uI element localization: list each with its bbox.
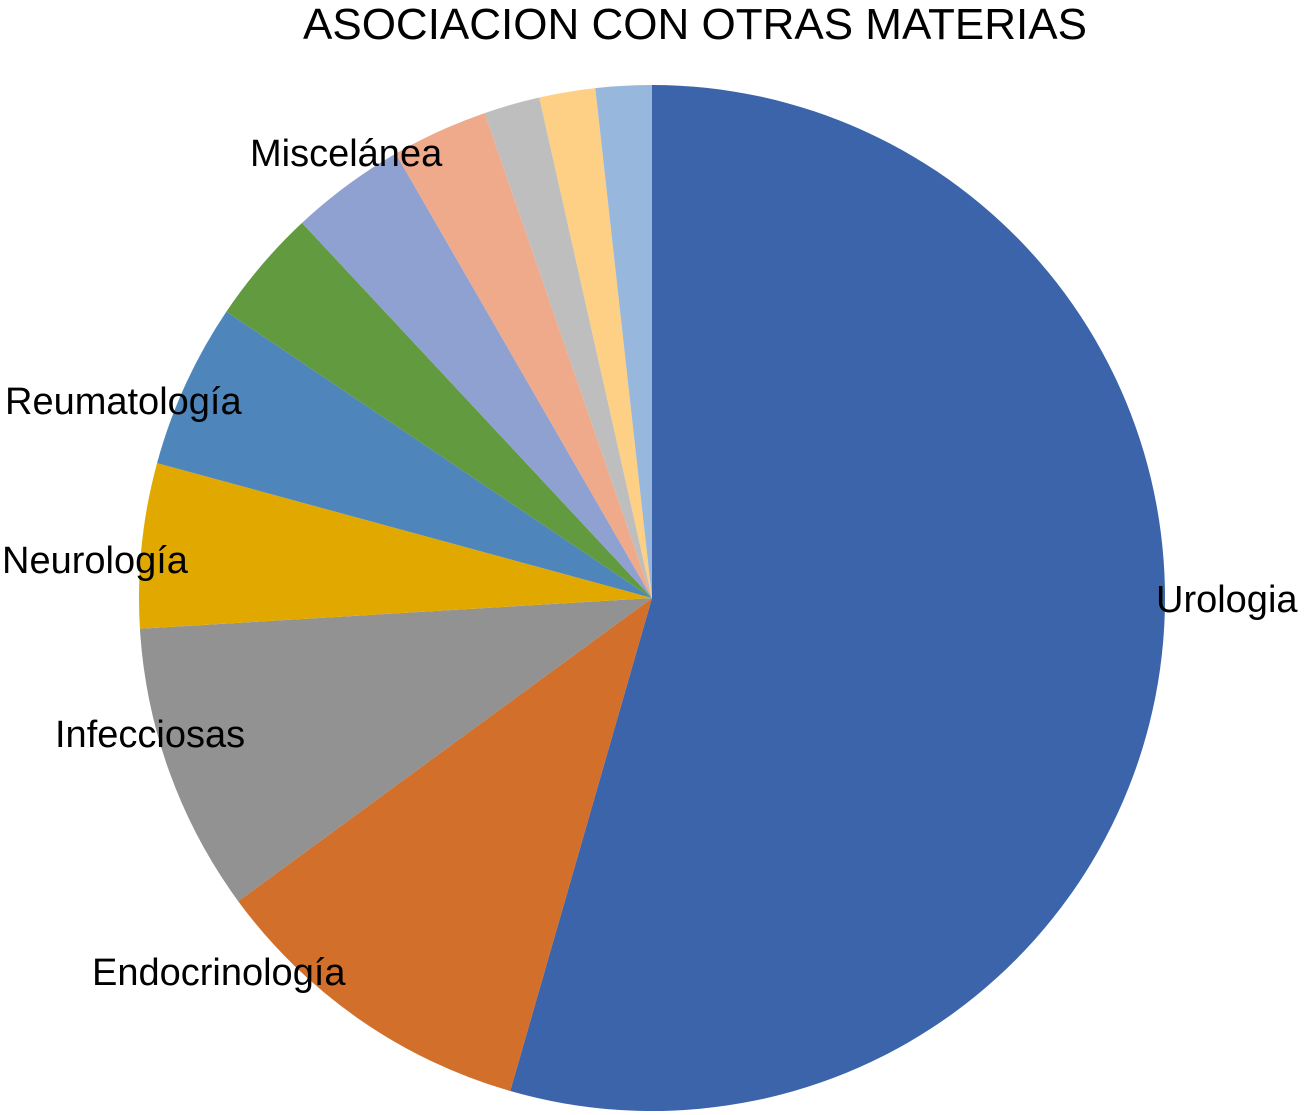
slice-label: Miscelánea <box>250 133 443 175</box>
pie-slice-unlabeled-9 <box>539 88 652 598</box>
pie-slice-endocrinologia <box>238 598 652 1092</box>
pie-slice-unlabeled-8 <box>484 97 652 598</box>
pie-slice-reumatologia <box>157 311 652 598</box>
slice-label: Neurología <box>2 540 189 582</box>
pie-slice-miscelanea <box>395 113 652 598</box>
chart-title: ASOCIACION CON OTRAS MATERIAS <box>303 0 1087 49</box>
pie-slice-neurologia <box>138 463 652 629</box>
pie-slice-unlabeled-10 <box>595 85 652 598</box>
pie-slice-unlabeled-5 <box>226 222 652 599</box>
pie-slice-urologia <box>510 84 1166 1111</box>
slice-label: Urologia <box>1156 579 1298 621</box>
pie-slice-unlabeled-6 <box>302 153 652 598</box>
pie-slice-infecciosas <box>139 598 653 902</box>
slice-label: Endocrinología <box>92 952 346 994</box>
slice-label: Reumatología <box>5 381 242 423</box>
slice-label: Infecciosas <box>55 714 245 756</box>
